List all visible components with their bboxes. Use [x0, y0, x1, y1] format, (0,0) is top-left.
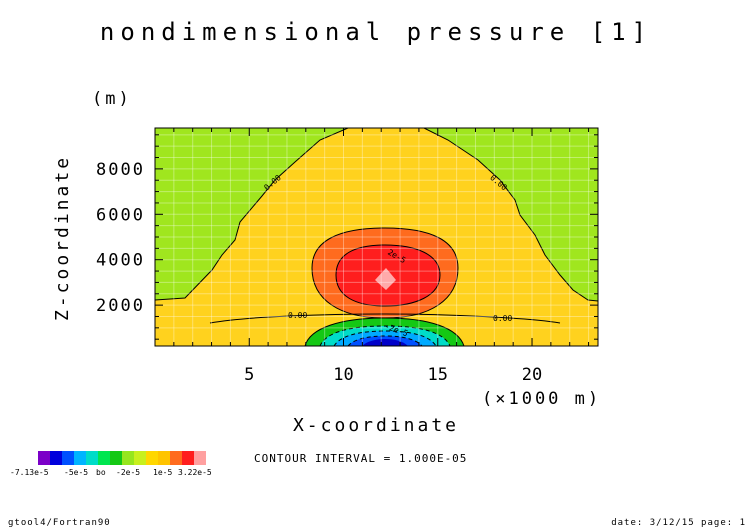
- colorbar-swatch: [110, 451, 122, 465]
- colorbar-label: -2e-5: [116, 468, 140, 477]
- y-unit-label: (m): [92, 89, 132, 109]
- y-tick-label: 4000: [96, 251, 145, 271]
- colorbar-swatch: [158, 451, 170, 465]
- footer-left: gtool4/Fortran90: [8, 518, 111, 528]
- colorbar-swatch: [194, 451, 206, 465]
- contour-interval: CONTOUR INTERVAL = 1.000E-05: [254, 452, 467, 465]
- y-axis-label: Z-coordinate: [52, 155, 73, 321]
- colorbar-swatch: [170, 451, 182, 465]
- colorbar-swatch: [50, 451, 62, 465]
- contour-label: 0.00: [493, 314, 512, 323]
- x-axis: 5 10 15 20: [173, 128, 590, 385]
- colorbar-swatch: [74, 451, 86, 465]
- colorbar: [38, 451, 206, 465]
- grid: [155, 128, 598, 346]
- region-neg-5: [362, 339, 408, 346]
- colorbar-swatch: [122, 451, 134, 465]
- colorbar-label: 3.22e-5: [178, 468, 212, 477]
- colorbar-swatch: [146, 451, 158, 465]
- colorbar-swatch: [38, 451, 50, 465]
- y-tick-label: 8000: [96, 160, 145, 180]
- y-tick-label: 6000: [96, 205, 145, 225]
- colorbar-label: bo: [96, 468, 106, 477]
- x-tick-label: 5: [244, 365, 254, 385]
- region-high-peak: [375, 268, 396, 290]
- x-tick-label: 15: [428, 365, 448, 385]
- x-unit-label: (×1000 m): [482, 389, 601, 409]
- plot-area: [155, 128, 598, 346]
- contour-zero-low: [209, 313, 561, 324]
- colorbar-label: -5e-5: [64, 468, 88, 477]
- colorbar-swatch: [98, 451, 110, 465]
- contour-label: 0.00: [288, 311, 307, 320]
- x-axis-label: X-coordinate: [293, 415, 459, 436]
- y-axis: 2000 4000 6000 8000: [96, 134, 598, 340]
- colorbar-label: 1e-5: [153, 468, 172, 477]
- colorbar-swatch: [182, 451, 194, 465]
- colorbar-label: -7.13e-5: [10, 468, 49, 477]
- colorbar-labels: -7.13e-5 -5e-5 bo -2e-5 1e-5 3.22e-5: [10, 468, 212, 477]
- footer-right: date: 3/12/15 page: 1: [611, 518, 746, 528]
- x-tick-label: 10: [333, 365, 353, 385]
- colorbar-swatch: [62, 451, 74, 465]
- chart-title: nondimensional pressure [1]: [100, 18, 652, 46]
- colorbar-swatch: [134, 451, 146, 465]
- y-tick-label: 2000: [96, 296, 145, 316]
- colorbar-swatch: [86, 451, 98, 465]
- x-tick-label: 20: [522, 365, 542, 385]
